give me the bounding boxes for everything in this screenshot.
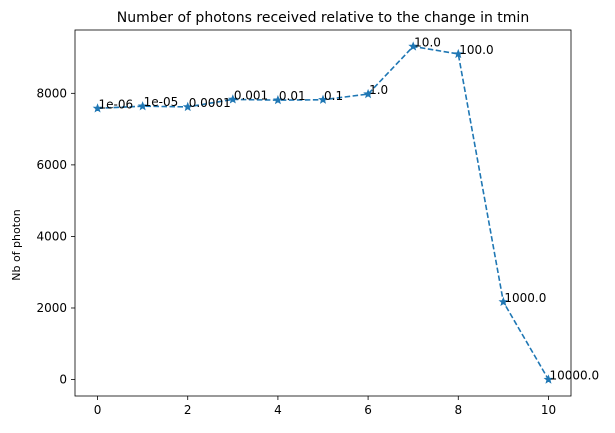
star-marker [363, 88, 373, 99]
point-label: 1.0 [369, 83, 388, 97]
y-axis-label: Nb of photon [10, 209, 23, 281]
x-tick-label: 2 [184, 403, 192, 417]
y-tick-label: 2000 [36, 301, 67, 315]
point-label: 1e-06 [99, 97, 134, 111]
point-label: 0.001 [234, 88, 268, 102]
data-series [92, 41, 554, 384]
y-tick-label: 0 [59, 373, 67, 387]
point-label: 100.0 [459, 43, 493, 57]
chart-title: Number of photons received relative to t… [117, 10, 529, 26]
point-label: 0.01 [279, 89, 306, 103]
star-marker [543, 374, 554, 384]
star-marker [498, 296, 509, 307]
plot-frame [74, 29, 572, 397]
y-tick-label: 6000 [36, 158, 67, 172]
point-label: 0.1 [324, 89, 343, 103]
axis-ticks: 0 2 4 6 8 10 0 2000 4000 6000 8000 [36, 86, 556, 417]
x-tick-label: 8 [454, 403, 462, 417]
point-label: 1e-05 [144, 95, 179, 109]
x-tick-label: 6 [364, 403, 372, 417]
point-label: 0.0001 [189, 96, 231, 110]
point-label: 1000.0 [504, 291, 546, 305]
star-marker [182, 101, 193, 112]
star-marker [453, 48, 464, 59]
y-tick-label: 8000 [36, 86, 67, 100]
star-marker [137, 101, 148, 111]
x-tick-label: 0 [94, 403, 102, 417]
star-marker [273, 94, 283, 105]
star-marker [92, 103, 103, 113]
point-label: 10.0 [414, 35, 441, 49]
x-tick-label: 4 [274, 403, 282, 417]
x-tick-label: 10 [541, 403, 556, 417]
y-tick-label: 4000 [36, 229, 67, 243]
star-marker [227, 94, 238, 104]
point-label: 10000.0 [549, 369, 599, 383]
star-marker [408, 41, 419, 51]
star-marker [318, 94, 328, 104]
